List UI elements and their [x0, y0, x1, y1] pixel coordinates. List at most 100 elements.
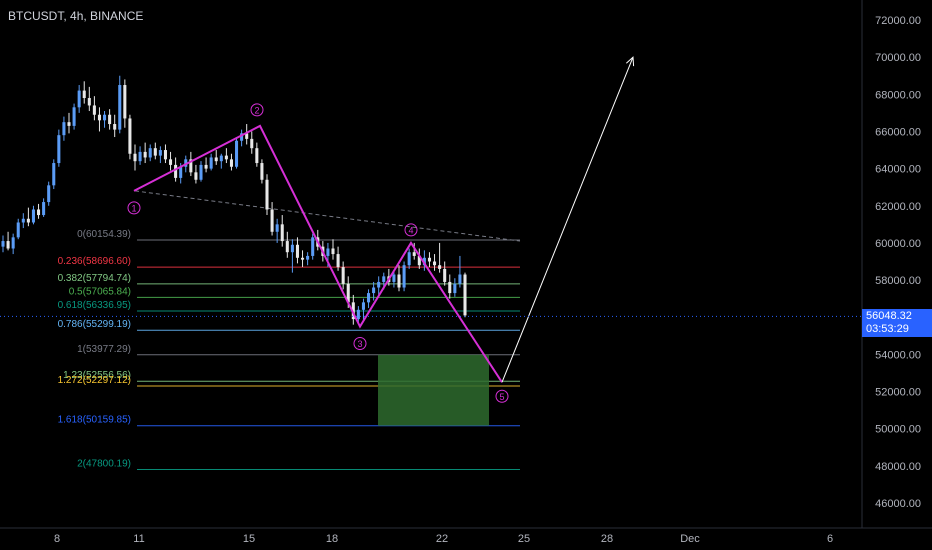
candle-body — [367, 293, 371, 303]
candle-body — [123, 85, 127, 119]
candle-body — [392, 274, 396, 282]
price-tick-label: 68000.00 — [875, 89, 921, 101]
price-tick-label: 54000.00 — [875, 349, 921, 361]
candle-body — [336, 254, 340, 268]
wave-label-circle — [404, 223, 418, 237]
candle-body — [219, 155, 223, 162]
candle-body — [270, 209, 274, 232]
candle-body — [260, 163, 264, 180]
candle-body — [184, 159, 188, 167]
candle-body — [448, 281, 452, 294]
candle-body — [128, 118, 132, 154]
price-tick-label: 48000.00 — [875, 461, 921, 473]
candle-body — [92, 105, 96, 115]
candle-body — [397, 274, 401, 288]
candle-body — [250, 138, 254, 149]
wave-path — [133, 124, 503, 383]
candle-body — [290, 244, 294, 253]
candle-body — [103, 114, 107, 121]
time-tick-label: 22 — [436, 533, 448, 545]
candle-body — [372, 287, 376, 294]
candle-body — [16, 222, 20, 238]
candle-body — [422, 257, 426, 266]
price-axis[interactable]: 72000.00 70000.00 68000.00 66000.00 64000.00… — [861, 0, 921, 528]
wave-label: 4 — [408, 225, 413, 235]
candle-body — [346, 283, 350, 303]
time-tick-label: 6 — [827, 533, 833, 545]
price-tick-label: 58000.00 — [875, 275, 921, 287]
time-axis[interactable]: 8 11 15 18 22 25 28 Dec 6 — [0, 527, 932, 545]
candle-body — [438, 265, 442, 269]
fib-level-label: 0(60154.39) — [77, 229, 131, 240]
candle-body — [341, 267, 345, 284]
candle-body — [407, 252, 411, 266]
fib-retracement: 0(60154.39) 0.236(58696.60) 0.382(57794.74… — [58, 229, 520, 471]
candle-body — [417, 255, 421, 266]
candle-body — [331, 248, 335, 255]
wave-label-circle — [353, 337, 367, 351]
candle-body — [97, 114, 101, 121]
candle-body — [179, 166, 183, 178]
candle-body — [382, 276, 386, 282]
fib-level-label: 1.272(52297.12) — [58, 375, 131, 386]
candle-body — [163, 150, 167, 160]
candle-body — [138, 151, 142, 162]
candle-body — [311, 237, 315, 256]
candle-body — [37, 209, 41, 216]
time-tick-label: 8 — [54, 533, 60, 545]
wave-label-circle — [495, 389, 509, 403]
candle-body — [6, 241, 10, 249]
candle-body — [118, 85, 122, 130]
candle-body — [77, 90, 81, 108]
candle-body — [453, 283, 457, 294]
wave-label: 1 — [131, 203, 136, 213]
candle-body — [189, 159, 193, 173]
bar-countdown: 03:53:29 — [866, 323, 909, 336]
wave-label-circle — [127, 201, 141, 215]
candle-body — [174, 164, 178, 178]
candle-body — [285, 241, 289, 253]
candle-body — [1, 241, 5, 247]
candle-body — [204, 164, 208, 169]
fib-level-label: 0.5(57065.84) — [69, 286, 131, 297]
target-zone-rect — [378, 354, 489, 426]
fib-level-label: 1.618(50159.85) — [58, 415, 131, 426]
candle-body — [72, 107, 76, 126]
candle-body — [224, 155, 228, 160]
projection-arrow-line — [501, 56, 634, 383]
timeframe: 4h — [70, 9, 84, 23]
dashed-trendline — [134, 190, 521, 242]
projection-arrow — [501, 56, 635, 383]
candle-body — [306, 255, 310, 260]
candle-body — [235, 140, 239, 167]
wave-label: 5 — [499, 392, 504, 402]
time-tick-label: 15 — [243, 533, 255, 545]
price-tick-label: 60000.00 — [875, 238, 921, 250]
candle-body — [143, 151, 147, 158]
price-tick-label: 62000.00 — [875, 201, 921, 213]
candle-body — [351, 302, 355, 320]
wave-label-circle — [250, 103, 264, 117]
candle-body — [21, 218, 25, 223]
candle-body — [62, 122, 66, 136]
price-tick-label: 66000.00 — [875, 126, 921, 138]
candle-body — [412, 252, 416, 256]
candle-body — [301, 257, 305, 260]
candle-body — [361, 302, 365, 310]
candle-body — [11, 237, 15, 249]
candle-body — [158, 150, 162, 156]
candle-body — [148, 148, 152, 158]
price-tick-label: 72000.00 — [875, 15, 921, 27]
time-tick-label: 25 — [518, 533, 530, 545]
candle-body — [57, 135, 61, 164]
candle-body — [113, 124, 117, 130]
price-tick-label: 52000.00 — [875, 387, 921, 399]
candle-body — [326, 248, 330, 256]
price-tick-label: 50000.00 — [875, 424, 921, 436]
candle-body — [255, 148, 259, 164]
projection-arrow-head — [626, 56, 635, 67]
candle-body — [463, 274, 467, 316]
symbol-header[interactable]: BTCUSDT, 4h, BINANCE — [8, 9, 144, 23]
elliott-wave: 1 2 3 4 5 — [127, 103, 509, 403]
